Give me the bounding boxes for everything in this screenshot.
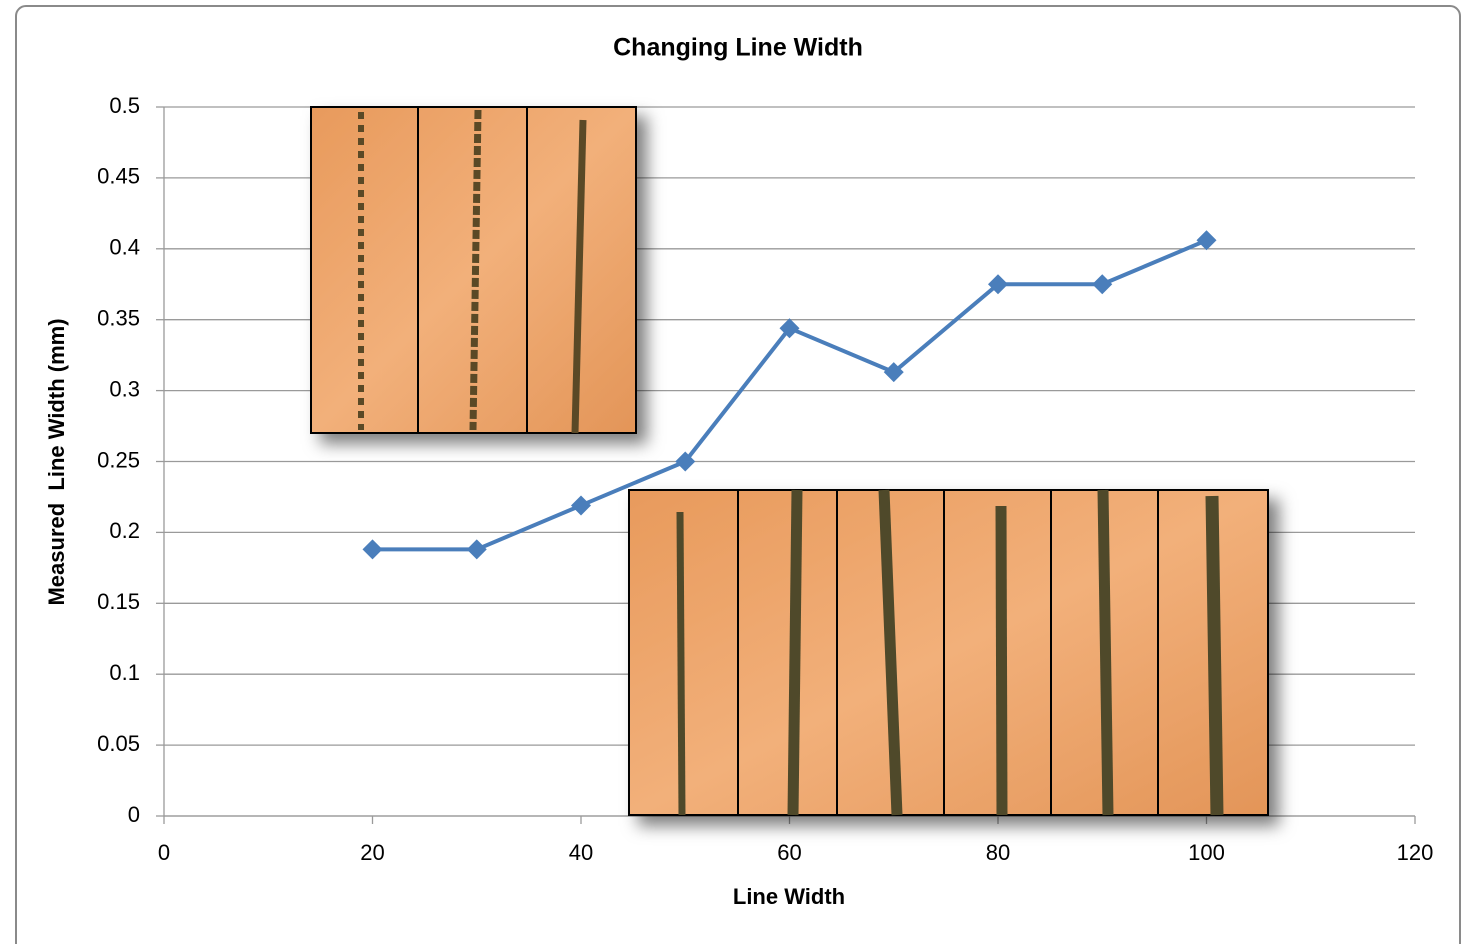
- marker: [1092, 274, 1113, 295]
- y-tick-label: 0.1: [109, 660, 140, 685]
- plot: [362, 230, 1217, 560]
- x-tick-label: 120: [1397, 840, 1434, 865]
- marker: [675, 451, 696, 472]
- inset-top: [310, 106, 637, 434]
- x-axis-label: Line Width: [733, 884, 845, 909]
- x-tick-label: 40: [569, 840, 593, 865]
- x-tick-label: 20: [360, 840, 384, 865]
- y-tick-label: 0.25: [97, 447, 140, 472]
- y-tick-label: 0.5: [109, 93, 140, 118]
- x-tick-label: 60: [777, 840, 801, 865]
- x-tick-label: 100: [1188, 840, 1225, 865]
- y-axis-label: Measured Line Width (mm): [44, 318, 69, 605]
- y-tick-label: 0.45: [97, 164, 140, 189]
- y-tick-label: 0.15: [97, 589, 140, 614]
- chart-title: Changing Line Width: [613, 34, 863, 62]
- marker: [883, 362, 904, 383]
- y-tick-label: 0.3: [109, 376, 140, 401]
- marker: [466, 539, 487, 560]
- marker: [1196, 230, 1217, 251]
- y-tick-label: 0.2: [109, 518, 140, 543]
- marker: [362, 539, 383, 560]
- y-tick-label: 0: [128, 802, 140, 827]
- photo-insets: [310, 106, 1269, 816]
- marker: [988, 274, 1008, 295]
- inset-bottom: [628, 489, 1269, 816]
- x-tick-label: 0: [158, 840, 170, 865]
- y-tick-label: 0.05: [97, 731, 140, 756]
- marker: [571, 495, 591, 516]
- y-tick-label: 0.4: [109, 235, 140, 260]
- x-tick-label: 80: [986, 840, 1010, 865]
- y-tick-label: 0.35: [97, 306, 140, 331]
- marker: [779, 318, 800, 339]
